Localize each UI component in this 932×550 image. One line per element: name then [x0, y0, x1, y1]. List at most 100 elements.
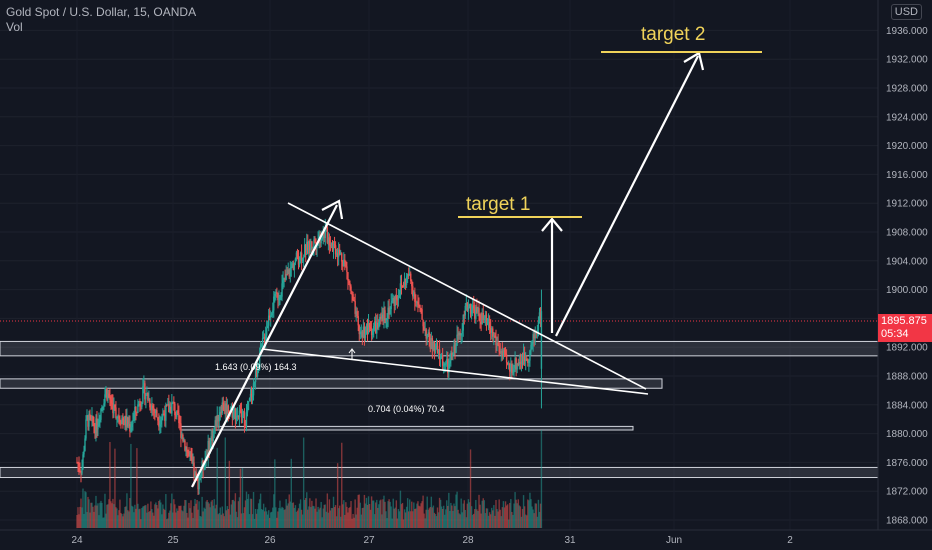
- candle-body: [217, 415, 219, 422]
- volume-bar: [88, 499, 90, 528]
- candle-body: [234, 408, 237, 420]
- volume-bar: [483, 500, 486, 528]
- volume-bar: [131, 505, 133, 528]
- candle-body: [250, 393, 253, 398]
- volume-bar: [132, 506, 134, 528]
- candle-body: [413, 292, 415, 297]
- candle-body: [99, 419, 101, 421]
- time-axis[interactable]: 24 25 26 27 28 31 Jun 2: [0, 529, 932, 550]
- volume-bar: [482, 498, 484, 528]
- candle-body: [108, 393, 110, 398]
- currency-button[interactable]: USD: [890, 4, 922, 20]
- candle-body: [171, 402, 173, 414]
- volume-bar: [498, 499, 500, 528]
- volume-bar: [112, 498, 114, 528]
- target2-arrow[interactable]: [555, 55, 699, 337]
- volume-label[interactable]: Vol: [6, 20, 23, 34]
- volume-bar: [356, 507, 358, 528]
- volume-bar: [400, 504, 403, 528]
- volume-bar: [296, 510, 299, 528]
- candle-body: [324, 228, 326, 239]
- candle-body: [286, 273, 288, 275]
- volume-bar: [243, 507, 246, 528]
- candle-body: [465, 302, 468, 306]
- volume-bar: [344, 514, 346, 528]
- volume-bar: [192, 518, 194, 528]
- upper-trendline[interactable]: [287, 202, 647, 390]
- candle-body: [116, 416, 118, 419]
- price-axis[interactable]: 1868.000 1872.000 1876.000 1880.000 1884.000…: [877, 0, 932, 550]
- candle-body: [213, 428, 215, 431]
- volume-bar: [117, 515, 119, 528]
- candle-body: [439, 357, 442, 360]
- volume-bar: [183, 505, 185, 528]
- candle-body: [321, 238, 323, 240]
- candle-body: [100, 408, 102, 420]
- candle-body: [225, 403, 228, 414]
- volume-bar: [113, 504, 115, 528]
- price-tick-label: 1904.000: [886, 256, 928, 267]
- volume-bar: [309, 498, 311, 528]
- volume-bar: [520, 516, 523, 528]
- support-zone: [0, 378, 663, 389]
- volume-bar: [139, 508, 141, 528]
- candle-body: [210, 436, 212, 441]
- volume-bar: [270, 512, 272, 528]
- candle-body: [178, 413, 180, 424]
- volume-bar: [239, 468, 242, 528]
- volume-bar: [262, 503, 265, 528]
- volume-bar: [164, 510, 166, 528]
- candle-body: [124, 415, 126, 425]
- volume-bar: [299, 499, 302, 528]
- volume-bar: [217, 514, 219, 528]
- volume-bar: [332, 496, 335, 528]
- candle-body: [88, 413, 90, 427]
- candle-body: [341, 253, 343, 262]
- volume-bar: [481, 500, 483, 528]
- candle-body: [271, 313, 273, 316]
- candle-body: [79, 468, 81, 472]
- volume-bar: [95, 495, 97, 528]
- volume-bar: [535, 503, 537, 528]
- lower-trendline[interactable]: [261, 348, 649, 395]
- candle-body: [376, 322, 378, 334]
- candle-body: [270, 315, 272, 318]
- volume-bar: [261, 509, 264, 528]
- volume-bar: [360, 514, 363, 528]
- candle-body: [364, 333, 367, 339]
- impulse-arrowhead: [321, 199, 344, 220]
- volume-bar: [422, 495, 424, 528]
- volume-bar: [534, 503, 536, 528]
- candle-body: [83, 450, 85, 455]
- candle-body: [307, 241, 309, 254]
- price-tick-label: 1928.000: [886, 84, 928, 95]
- candle-body: [224, 403, 227, 411]
- volume-bar: [368, 504, 371, 528]
- volume-bar: [177, 510, 179, 528]
- candle-body: [296, 252, 299, 260]
- symbol-title[interactable]: Gold Spot / U.S. Dollar, 15, OANDA: [6, 5, 197, 19]
- time-tick-label: 25: [167, 535, 179, 546]
- volume-bar: [353, 517, 355, 528]
- candle-body: [406, 274, 409, 277]
- impulse-arrow[interactable]: [191, 204, 338, 488]
- volume-bar: [301, 514, 304, 528]
- candle-body: [132, 420, 134, 424]
- candle-body: [487, 319, 490, 321]
- volume-bar: [171, 493, 173, 528]
- volume-bar: [158, 500, 160, 528]
- volume-bar: [476, 509, 478, 528]
- volume-bar: [500, 516, 502, 528]
- candle-body: [418, 304, 420, 306]
- candle-body: [520, 361, 523, 364]
- candle-body: [330, 243, 333, 246]
- candle-body: [94, 426, 96, 434]
- volume-bar: [447, 505, 449, 528]
- candle-body: [200, 473, 202, 478]
- candle-body: [301, 258, 304, 262]
- volume-bar: [323, 504, 325, 528]
- trend-drawings[interactable]: target 1 target 2 1.643 (0.09%) 164.3 0.…: [191, 24, 762, 488]
- candle-body: [215, 420, 217, 428]
- target2-arrowhead: [683, 51, 705, 71]
